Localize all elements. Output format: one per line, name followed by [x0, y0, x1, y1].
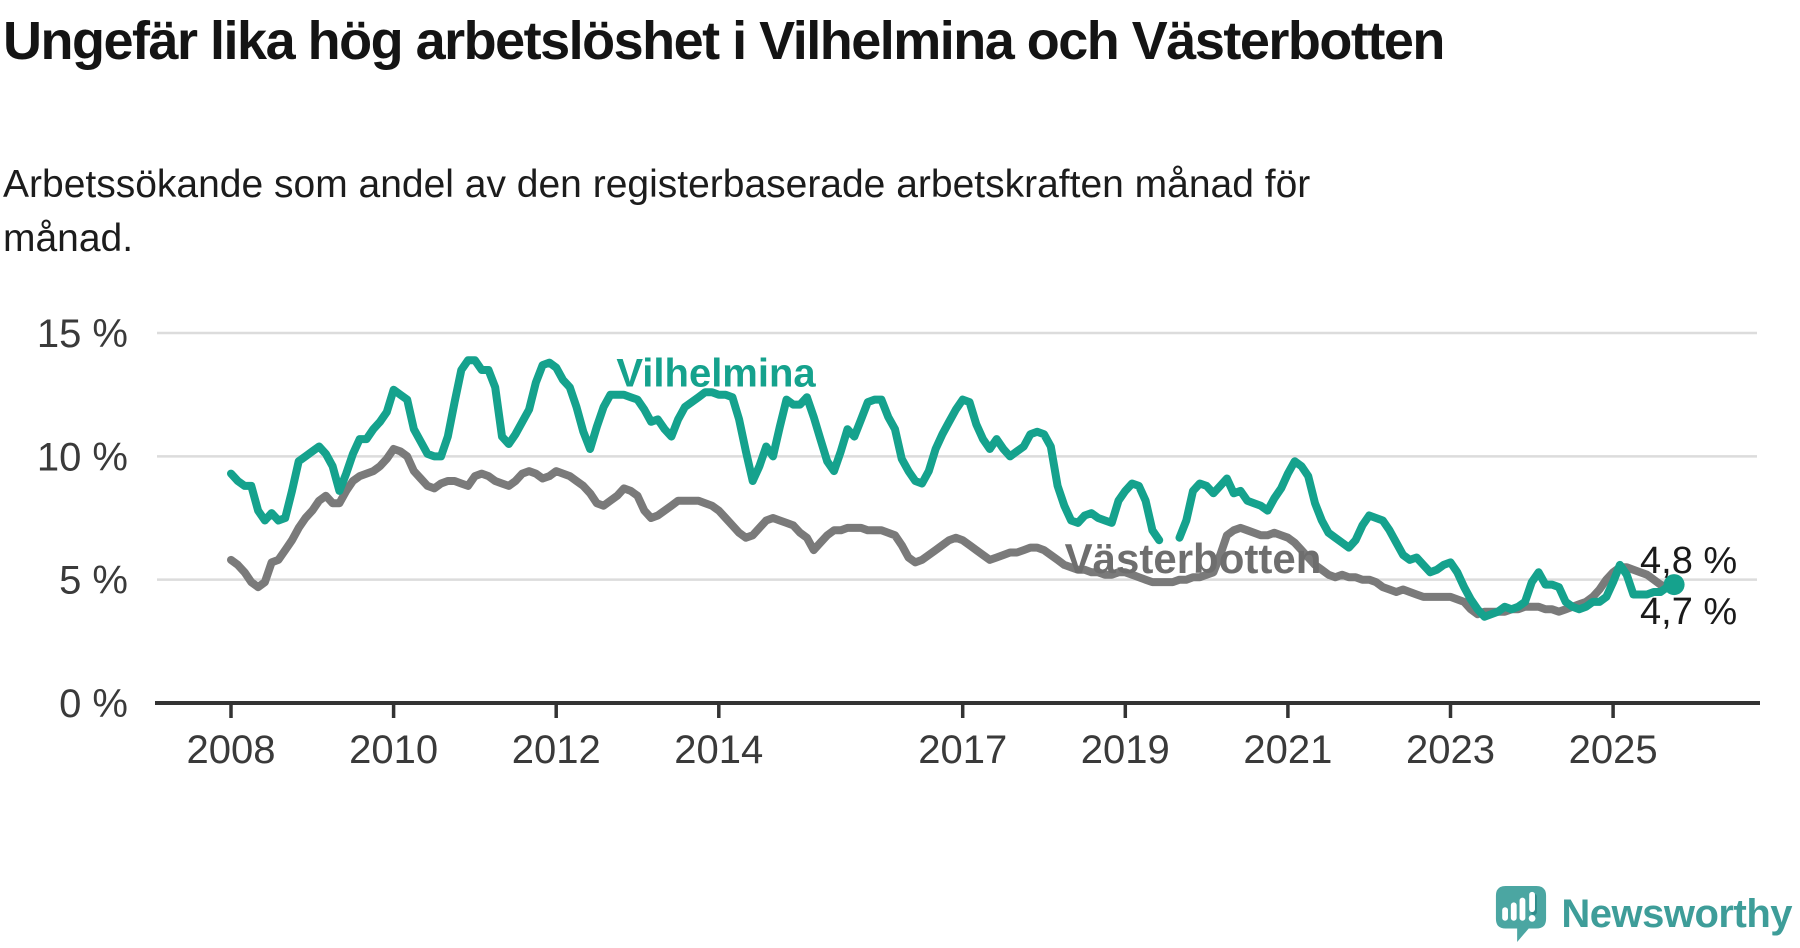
- series-line-vilhelmina: [227, 356, 1164, 545]
- x-tick-label: 2010: [349, 728, 438, 772]
- x-tick-label: 2014: [674, 728, 763, 772]
- x-tick-label: 2008: [187, 728, 276, 772]
- y-tick-label: 10 %: [37, 435, 128, 479]
- y-tick-label: 5 %: [59, 559, 128, 603]
- exclamation-dot: [1529, 914, 1536, 922]
- newsworthy-logo-text: Newsworthy: [1561, 891, 1792, 936]
- subtitle-line-2: månad.: [3, 217, 134, 260]
- newsworthy-logo: Newsworthy: [1494, 884, 1792, 944]
- subtitle-line-1: Arbetssökande som andel av den registerb…: [3, 163, 1311, 206]
- series-label-vilhelmina: Vilhelmina: [616, 351, 816, 396]
- series-line-vilhelmina: [1175, 457, 1679, 621]
- end-value-label-vilhelmina: 4,8 %: [1640, 540, 1738, 582]
- chart-subtitle: Arbetssökande som andel av den registerb…: [3, 158, 1310, 266]
- series-label-vasterbotten: Västerbotten: [1064, 535, 1322, 582]
- x-tick-label: 2025: [1569, 728, 1658, 772]
- bar-1: [1502, 907, 1509, 921]
- x-tick-label: 2019: [1081, 728, 1170, 772]
- chart-title: Ungefär lika hög arbetslöshet i Vilhelmi…: [3, 11, 1445, 71]
- newsworthy-bubble-chart-icon: [1496, 886, 1547, 942]
- exclamation-bar: [1529, 891, 1536, 913]
- series-end-dot: [1663, 574, 1685, 596]
- y-tick-label: 0 %: [59, 682, 128, 726]
- x-tick-label: 2023: [1406, 728, 1495, 772]
- bar-2: [1511, 902, 1518, 921]
- end-value-label-vasterbotten: 4,7 %: [1640, 591, 1738, 633]
- y-tick-label: 15 %: [37, 312, 128, 356]
- x-tick-label: 2012: [512, 728, 601, 772]
- x-tick-label: 2021: [1243, 728, 1332, 772]
- series-line-vasterbotten: [227, 445, 1679, 619]
- x-tick-label: 2017: [918, 728, 1007, 772]
- bar-3: [1519, 897, 1526, 921]
